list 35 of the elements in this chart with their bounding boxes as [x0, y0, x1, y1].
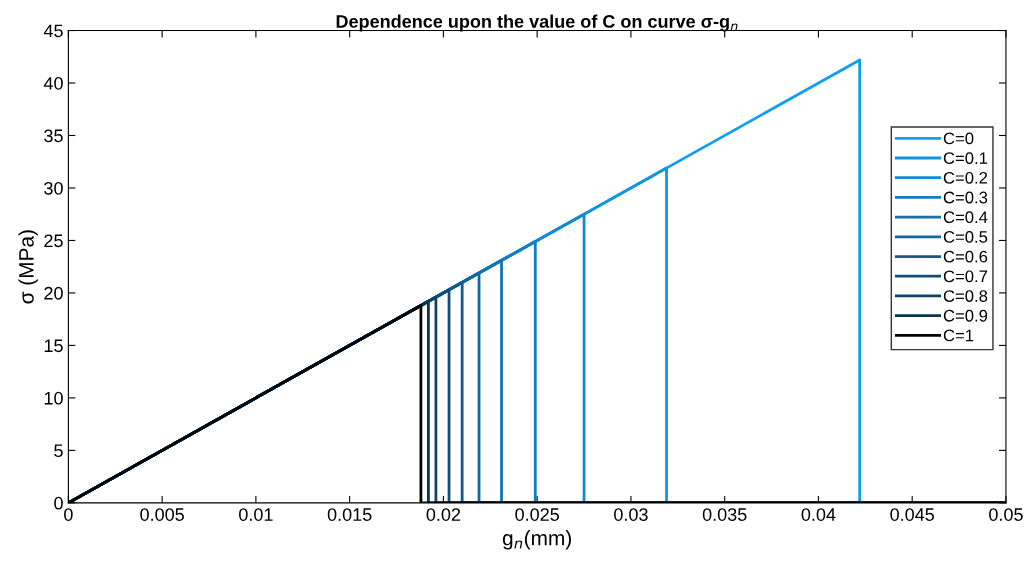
x-tick-label: 0.03 — [614, 508, 648, 521]
y-axis-title: σ (MPa) — [18, 230, 38, 304]
legend-label: C=0.5 — [943, 231, 988, 243]
y-tick-label: 30 — [44, 181, 63, 195]
x-tick-label: 0.04 — [801, 508, 836, 521]
legend-label: C=0.9 — [943, 309, 988, 322]
x-tick-label: 0 — [64, 508, 73, 521]
legend-label: C=0.7 — [943, 270, 988, 283]
y-tick-label: 25 — [44, 234, 63, 248]
x-tick-label: 0.02 — [426, 508, 461, 521]
x-tick-label: 0.05 — [989, 508, 1023, 521]
y-tick-label: 20 — [44, 286, 63, 300]
y-tick-label: 5 — [54, 444, 63, 458]
x-tick-label: 0.045 — [890, 508, 935, 521]
chart-title: Dependence upon the value of C on curve σ-g$_{n}$ — [336, 14, 738, 32]
x-tick-label: 0.01 — [239, 508, 273, 521]
legend-label: C=1 — [943, 329, 974, 342]
legend-label: C=0 — [943, 132, 974, 145]
legend-label: C=0.8 — [943, 290, 988, 302]
x-tick-label: 0.015 — [327, 508, 372, 521]
legend-label: C=0.3 — [943, 191, 988, 204]
y-tick-label: 35 — [44, 129, 63, 143]
y-tick-label: 15 — [44, 339, 63, 353]
legend-label: C=0.6 — [943, 250, 988, 263]
legend-label: C=0.4 — [943, 211, 988, 224]
x-tick-label: 0.035 — [702, 508, 747, 521]
y-tick-label: 0 — [54, 496, 63, 510]
y-tick-label: 40 — [43, 76, 63, 90]
x-tick-label: 0.005 — [140, 508, 184, 521]
legend-label: C=0.1 — [943, 152, 988, 165]
y-tick-label: 10 — [44, 391, 63, 405]
x-tick-label: 0.025 — [515, 508, 559, 521]
y-tick-label: 45 — [43, 24, 63, 38]
legend-label: C=0.2 — [943, 171, 988, 184]
x-axis-title: g$_{n}$(mm) — [502, 530, 571, 550]
